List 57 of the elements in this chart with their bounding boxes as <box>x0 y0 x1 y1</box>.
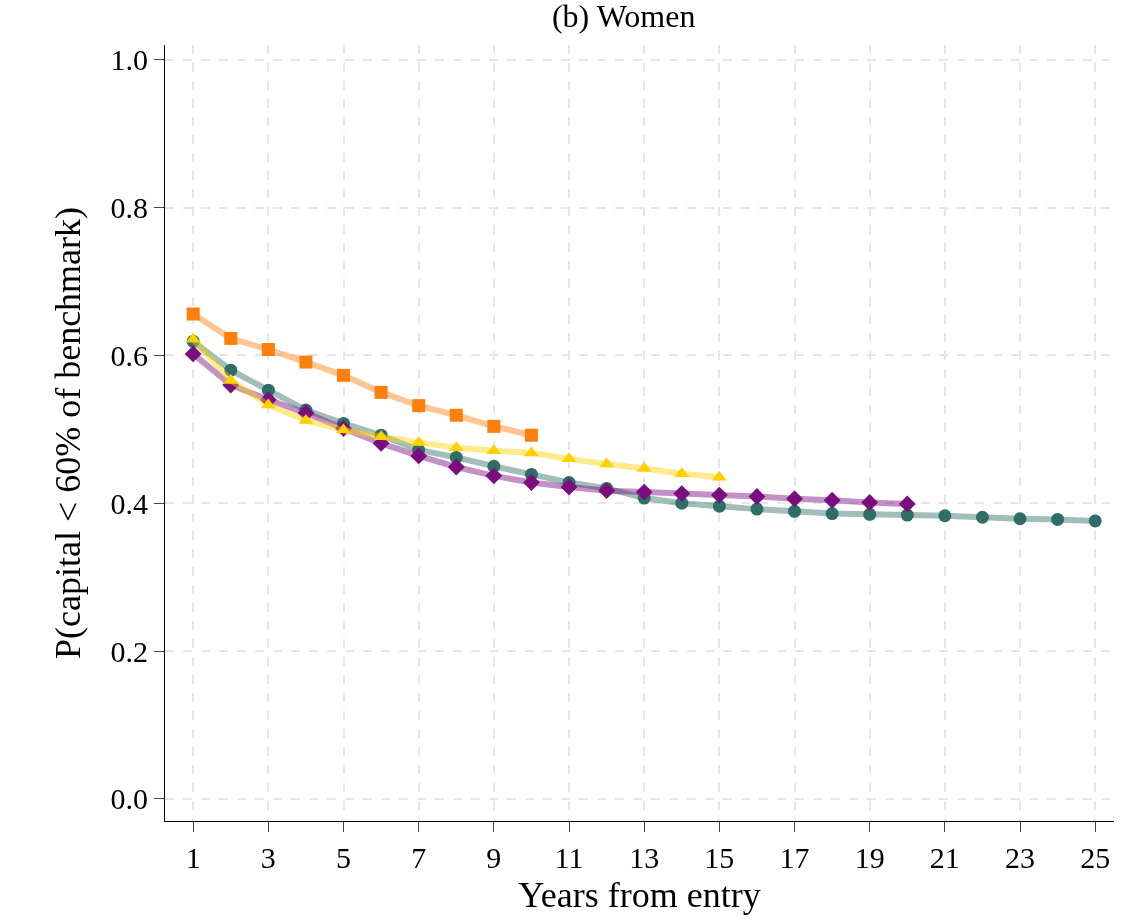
point <box>975 510 989 524</box>
x-tick-label: 23 <box>1005 841 1036 874</box>
point <box>1013 512 1027 526</box>
x-tick-label: 25 <box>1080 841 1111 874</box>
point <box>750 502 764 516</box>
point <box>524 428 538 442</box>
y-tick-label: 0.0 <box>110 782 148 816</box>
point <box>825 507 839 521</box>
point <box>261 342 275 356</box>
y-tick-label: 0.6 <box>110 338 148 372</box>
point <box>485 467 503 485</box>
point <box>487 419 501 433</box>
x-tick-label: 7 <box>411 841 427 874</box>
point <box>710 486 728 504</box>
point <box>449 408 463 422</box>
x-tick-label: 11 <box>554 841 584 874</box>
point <box>410 447 428 465</box>
point <box>861 494 879 511</box>
x-tick-label: 3 <box>260 841 276 874</box>
point <box>224 363 238 377</box>
x-tick-label: 15 <box>704 841 735 874</box>
chart-title: (b) Women <box>551 0 696 34</box>
point <box>786 490 803 508</box>
point <box>1088 514 1102 528</box>
point <box>863 507 877 521</box>
x-tick-label: 17 <box>779 841 810 874</box>
point <box>673 485 691 503</box>
point <box>788 504 802 518</box>
point <box>374 385 388 399</box>
point <box>898 495 916 513</box>
x-tick-label: 21 <box>929 841 960 874</box>
x-tick-label: 13 <box>629 841 660 874</box>
point <box>184 345 202 363</box>
point <box>299 355 313 369</box>
point <box>523 474 540 491</box>
x-tick-label: 19 <box>854 841 885 874</box>
point <box>823 491 841 509</box>
y-axis-title: P(capital < 60% of benchmark) <box>48 206 89 660</box>
point <box>186 307 200 321</box>
y-tick-label: 1.0 <box>110 43 148 77</box>
y-tick-label: 0.8 <box>110 191 148 225</box>
point <box>635 483 653 501</box>
point <box>447 458 465 476</box>
y-tick-label: 0.4 <box>110 486 148 520</box>
point <box>560 478 578 496</box>
point <box>337 368 351 382</box>
x-axis-title: Years from entry <box>518 874 761 915</box>
y-tick-label: 0.2 <box>110 634 148 668</box>
point <box>598 482 616 500</box>
point <box>748 488 766 506</box>
point <box>412 399 426 413</box>
x-tick-label: 1 <box>185 841 201 874</box>
x-tick-label: 5 <box>336 841 352 874</box>
point <box>224 331 238 345</box>
point <box>1051 512 1065 526</box>
x-tick-label: 9 <box>486 841 502 874</box>
point <box>938 509 952 523</box>
